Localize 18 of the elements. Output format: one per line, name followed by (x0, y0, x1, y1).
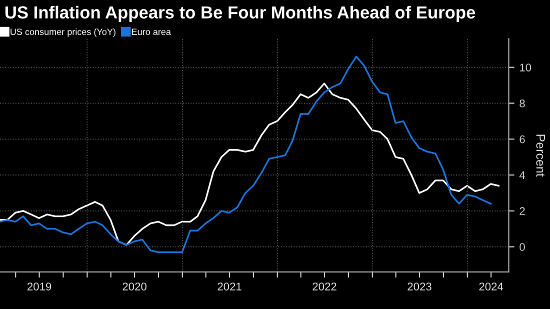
legend-label: Euro area (132, 28, 171, 36)
y-tick-label: 8 (520, 99, 525, 108)
y-tick-label: 10 (520, 64, 532, 72)
legend-label: US consumer prices (YoY) (10, 28, 116, 37)
x-tick-label: 2022 (312, 282, 336, 290)
x-tick-label: 2023 (408, 282, 432, 290)
x-tick-label: 2020 (122, 282, 146, 290)
x-tick-label: 2019 (27, 282, 52, 290)
line-series (0, 82, 500, 246)
y-tick-label: 4 (519, 171, 526, 180)
y-tick-label: 0 (520, 243, 525, 251)
chart-title: US Inflation Appears to Be Four Months Ahead of Europe (5, 6, 476, 22)
x-tick-label: 2021 (218, 282, 242, 290)
line-series (0, 56, 492, 254)
x-tick-label: 2024 (479, 282, 504, 290)
y-axis-title: Percent (536, 134, 545, 177)
y-tick-label: 6 (520, 135, 525, 144)
y-tick-label: 2 (520, 207, 525, 215)
